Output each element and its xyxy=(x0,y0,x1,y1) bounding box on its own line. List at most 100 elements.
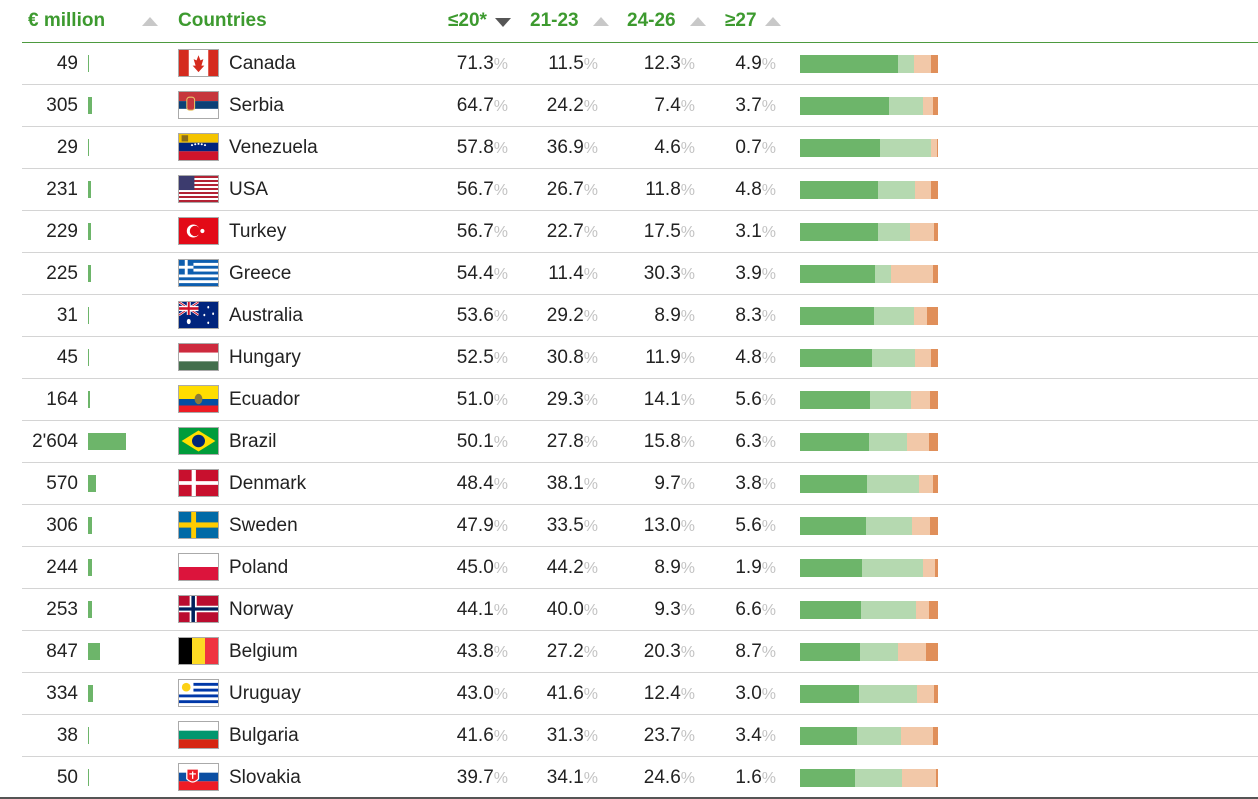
money-bar xyxy=(88,223,91,240)
percent-value: 11.4 xyxy=(548,263,584,284)
sort-age-21-23-arrow-icon[interactable] xyxy=(593,17,609,26)
percent-value: 51.0 xyxy=(456,389,494,410)
sort-money-arrow-icon[interactable] xyxy=(142,17,158,26)
percent-symbol: % xyxy=(680,434,695,451)
age-segment-3 xyxy=(914,307,927,325)
percent-symbol: % xyxy=(761,728,776,745)
table-row[interactable]: 2'604 Brazil 50.1% 27.8% 15.8% 6.3% xyxy=(22,421,1258,463)
percent-symbol: % xyxy=(493,728,508,745)
table-row[interactable]: 305 Serbia 64.7% 24.2% 7.4% 3.7% xyxy=(22,85,1258,127)
percent-symbol: % xyxy=(680,602,695,619)
percent-p2: 11.5% xyxy=(548,53,598,76)
percent-p2: 29.3% xyxy=(547,389,598,412)
age-distribution-bar xyxy=(800,307,938,325)
age-segment-2 xyxy=(878,223,910,241)
percent-value: 4.6 xyxy=(654,137,681,158)
percent-p4: 3.4% xyxy=(735,725,776,748)
percent-value: 44.2 xyxy=(546,557,584,578)
age-distribution-bar xyxy=(800,769,938,787)
table-row[interactable]: 306 Sweden 47.9% 33.5% 13.0% 5.6% xyxy=(22,505,1258,547)
sort-age-24-26-arrow-icon[interactable] xyxy=(690,17,706,26)
money-bar xyxy=(88,265,91,282)
percent-value: 52.5 xyxy=(456,347,494,368)
age-segment-4 xyxy=(929,433,938,451)
table-row[interactable]: 225 Greece 54.4% 11.4% 30.3% 3.9% xyxy=(22,253,1258,295)
percent-value: 50.1 xyxy=(456,431,494,452)
age-segment-4 xyxy=(933,727,938,745)
table-row[interactable]: 231 USA 56.7% 26.7% 11.8% 4.8% xyxy=(22,169,1258,211)
money-value: 164 xyxy=(46,389,78,410)
table-row[interactable]: 334 Uruguay 43.0% 41.6% 12.4% 3.0% xyxy=(22,673,1258,715)
table-row[interactable]: 29 Venezuela 57.8% 36.9% 4.6% 0.7% xyxy=(22,127,1258,169)
percent-value: 47.9 xyxy=(456,515,494,536)
table-row[interactable]: 847 Belgium 43.8% 27.2% 20.3% 8.7% xyxy=(22,631,1258,673)
age-24-26-column-header[interactable]: 24-26 xyxy=(627,10,676,31)
percent-p2: 38.1% xyxy=(547,473,598,496)
age-segment-3 xyxy=(910,391,931,409)
sort-age-27-arrow-icon[interactable] xyxy=(765,17,781,26)
age-27-column-header[interactable]: ≥27 xyxy=(725,10,757,31)
age-20-column-header[interactable]: ≤20* xyxy=(448,10,487,31)
money-value: 225 xyxy=(46,263,78,284)
percent-value: 9.3 xyxy=(654,599,681,620)
age-segment-4 xyxy=(933,223,938,241)
country-name: Sweden xyxy=(229,515,298,536)
money-bar xyxy=(88,475,96,492)
money-value: 244 xyxy=(46,557,78,578)
percent-p2: 29.2% xyxy=(547,305,598,328)
percent-symbol: % xyxy=(493,98,508,115)
percent-p2: 27.8% xyxy=(547,431,598,454)
table-row[interactable]: 244 Poland 45.0% 44.2% 8.9% 1.9% xyxy=(22,547,1258,589)
percent-value: 3.9 xyxy=(735,263,762,284)
money-value: 306 xyxy=(46,515,78,536)
percent-symbol: % xyxy=(493,476,508,493)
percent-symbol: % xyxy=(761,350,776,367)
age-21-23-column-header[interactable]: 21-23 xyxy=(530,10,579,31)
table-row[interactable]: 229 Turkey 56.7% 22.7% 17.5% 3.1% xyxy=(22,211,1258,253)
sort-age-20-arrow-icon[interactable] xyxy=(495,18,511,27)
table-row[interactable]: 253 Norway 44.1% 40.0% 9.3% 6.6% xyxy=(22,589,1258,631)
percent-symbol: % xyxy=(680,770,695,787)
age-segment-4 xyxy=(933,685,938,703)
table-row[interactable]: 570 Denmark 48.4% 38.1% 9.7% 3.8% xyxy=(22,463,1258,505)
percent-p1: 47.9% xyxy=(457,515,508,538)
table-row[interactable]: 50 Slovakia 39.7% 34.1% 24.6% 1.6% xyxy=(22,757,1258,799)
country-name: Canada xyxy=(229,53,296,74)
age-segment-2 xyxy=(898,55,915,73)
uruguay-flag-icon xyxy=(178,679,219,707)
percent-value: 17.5 xyxy=(643,221,681,242)
table-row[interactable]: 45 Hungary 52.5% 30.8% 11.9% 4.8% xyxy=(22,337,1258,379)
money-value: 570 xyxy=(46,473,78,494)
age-segment-2 xyxy=(862,559,924,577)
percent-p3: 15.8% xyxy=(644,431,695,454)
percent-value: 27.8 xyxy=(546,431,584,452)
percent-p3: 8.9% xyxy=(654,557,695,580)
age-segment-3 xyxy=(890,265,933,283)
percent-symbol: % xyxy=(680,56,695,73)
table-row[interactable]: 164 Ecuador 51.0% 29.3% 14.1% 5.6% xyxy=(22,379,1258,421)
country-column-header[interactable]: Countries xyxy=(178,10,267,31)
money-value: 29 xyxy=(56,137,78,158)
table-row[interactable]: 31 Australia 53.6% 29.2% 8.9% 8.3% xyxy=(22,295,1258,337)
table-body: 49 Canada 71.3% 11.5% 12.3% 4.9% 305 Serbia 64.7… xyxy=(22,43,1258,799)
table-row[interactable]: 49 Canada 71.3% 11.5% 12.3% 4.9% xyxy=(22,43,1258,85)
percent-value: 4.8 xyxy=(735,347,762,368)
table-row[interactable]: 38 Bulgaria 41.6% 31.3% 23.7% 3.4% xyxy=(22,715,1258,757)
age-segment-4 xyxy=(931,181,938,199)
age-segment-2 xyxy=(857,727,901,745)
money-column-header[interactable]: € million xyxy=(28,10,106,31)
usa-flag-icon xyxy=(178,175,219,203)
percent-value: 8.9 xyxy=(654,305,681,326)
norway-flag-icon xyxy=(178,595,219,623)
percent-symbol: % xyxy=(583,308,598,325)
percent-symbol: % xyxy=(761,686,776,703)
brazil-flag-icon xyxy=(178,427,219,455)
percent-symbol: % xyxy=(761,308,776,325)
percent-symbol: % xyxy=(680,560,695,577)
percent-symbol: % xyxy=(493,602,508,619)
age-segment-1 xyxy=(800,517,867,535)
percent-p3: 11.8% xyxy=(645,179,695,202)
age-segment-2 xyxy=(866,475,920,493)
age-segment-4 xyxy=(932,475,938,493)
percent-value: 38.1 xyxy=(546,473,584,494)
